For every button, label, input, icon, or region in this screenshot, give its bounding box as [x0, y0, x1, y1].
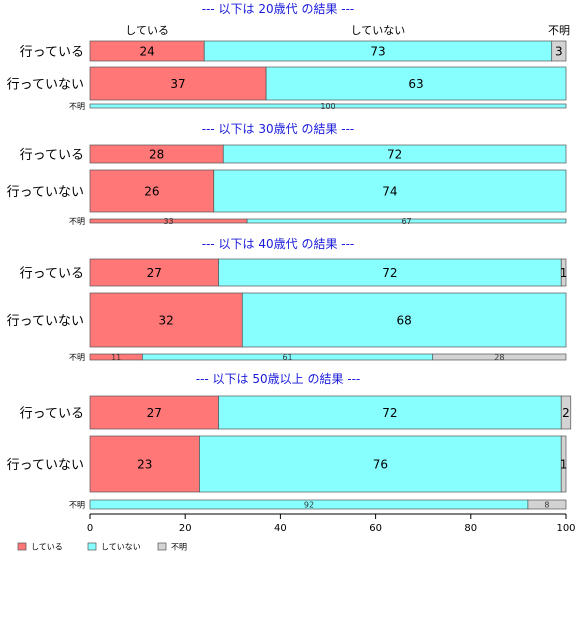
- bar-segment: [89, 292, 243, 348]
- row-label: 不明: [69, 353, 85, 362]
- data-label: 61: [282, 353, 292, 362]
- data-label: 100: [320, 102, 335, 111]
- row-label: 行っている: [20, 45, 84, 60]
- bar-segment: [218, 258, 562, 287]
- data-label: 28: [494, 353, 504, 362]
- bar-segment: [246, 218, 567, 224]
- data-label: 28: [149, 148, 164, 162]
- panel-title: --- 以下は 40歳代 の結果 ---: [202, 237, 355, 251]
- row-label: 行っていない: [7, 185, 84, 200]
- panel-title: --- 以下は 20歳代 の結果 ---: [202, 2, 355, 16]
- row-label: 行っている: [20, 267, 84, 282]
- row-label: 行っていない: [7, 78, 84, 93]
- legend-label: 不明: [171, 543, 187, 552]
- panel-title: --- 以下は 50歳以上 の結果 ---: [196, 372, 361, 386]
- data-label: 76: [373, 458, 388, 472]
- legend-swatch: [17, 542, 27, 551]
- bar-segment: [89, 103, 567, 109]
- row-label: 不明: [69, 501, 85, 510]
- data-label: 73: [370, 45, 385, 59]
- x-tick-label: 100: [556, 523, 575, 534]
- bar-segment: [89, 435, 200, 493]
- column-header-label: している: [125, 24, 169, 37]
- data-label: 3: [555, 45, 563, 59]
- data-label: 33: [163, 217, 173, 226]
- data-label: 74: [382, 185, 397, 199]
- data-label: 92: [304, 501, 314, 510]
- legend-swatch: [87, 542, 97, 551]
- data-label: 72: [387, 148, 402, 162]
- bar-segment: [265, 66, 567, 101]
- data-label: 11: [111, 353, 121, 362]
- data-label: 68: [397, 314, 412, 328]
- bar-segment: [551, 40, 567, 62]
- panel-title: --- 以下は 30歳代 の結果 ---: [202, 122, 355, 136]
- bar-segment: [527, 499, 567, 510]
- row-label: 行っていない: [7, 458, 84, 473]
- x-tick-label: 80: [464, 523, 477, 534]
- x-tick-label: 60: [369, 523, 382, 534]
- bar-segment: [218, 395, 562, 430]
- bar-segment: [560, 435, 567, 493]
- data-label: 1: [560, 266, 568, 280]
- bar-segment: [241, 292, 567, 348]
- data-label: 67: [401, 217, 411, 226]
- data-label: 2: [562, 406, 570, 420]
- bar-segment: [560, 258, 567, 287]
- bar-segment: [199, 435, 562, 493]
- bar-segment: [222, 144, 567, 164]
- data-label: 63: [408, 77, 423, 91]
- row-label: 不明: [69, 102, 85, 111]
- bar-segment: [432, 353, 567, 361]
- row-label: 行っている: [20, 407, 84, 422]
- x-tick-label: 0: [87, 523, 93, 534]
- column-header-label: していない: [351, 24, 406, 37]
- x-tick-label: 20: [179, 523, 192, 534]
- bar-segment: [560, 395, 572, 430]
- data-label: 72: [382, 266, 397, 280]
- legend-swatch: [157, 542, 167, 551]
- data-label: 8: [544, 501, 549, 510]
- bar-segment: [213, 169, 567, 213]
- x-tick-label: 40: [274, 523, 287, 534]
- data-label: 27: [147, 406, 162, 420]
- data-label: 26: [144, 185, 159, 199]
- legend-label: していない: [101, 543, 141, 552]
- data-label: 23: [137, 458, 152, 472]
- column-header-label: 不明: [548, 24, 570, 37]
- row-label: 行っている: [20, 148, 84, 163]
- data-label: 72: [382, 406, 397, 420]
- data-label: 1: [560, 458, 568, 472]
- data-label: 27: [147, 266, 162, 280]
- legend-label: している: [31, 543, 63, 552]
- row-label: 行っていない: [7, 314, 84, 329]
- data-label: 32: [159, 314, 174, 328]
- row-label: 不明: [69, 217, 85, 226]
- data-label: 24: [139, 45, 154, 59]
- data-label: 37: [170, 77, 185, 91]
